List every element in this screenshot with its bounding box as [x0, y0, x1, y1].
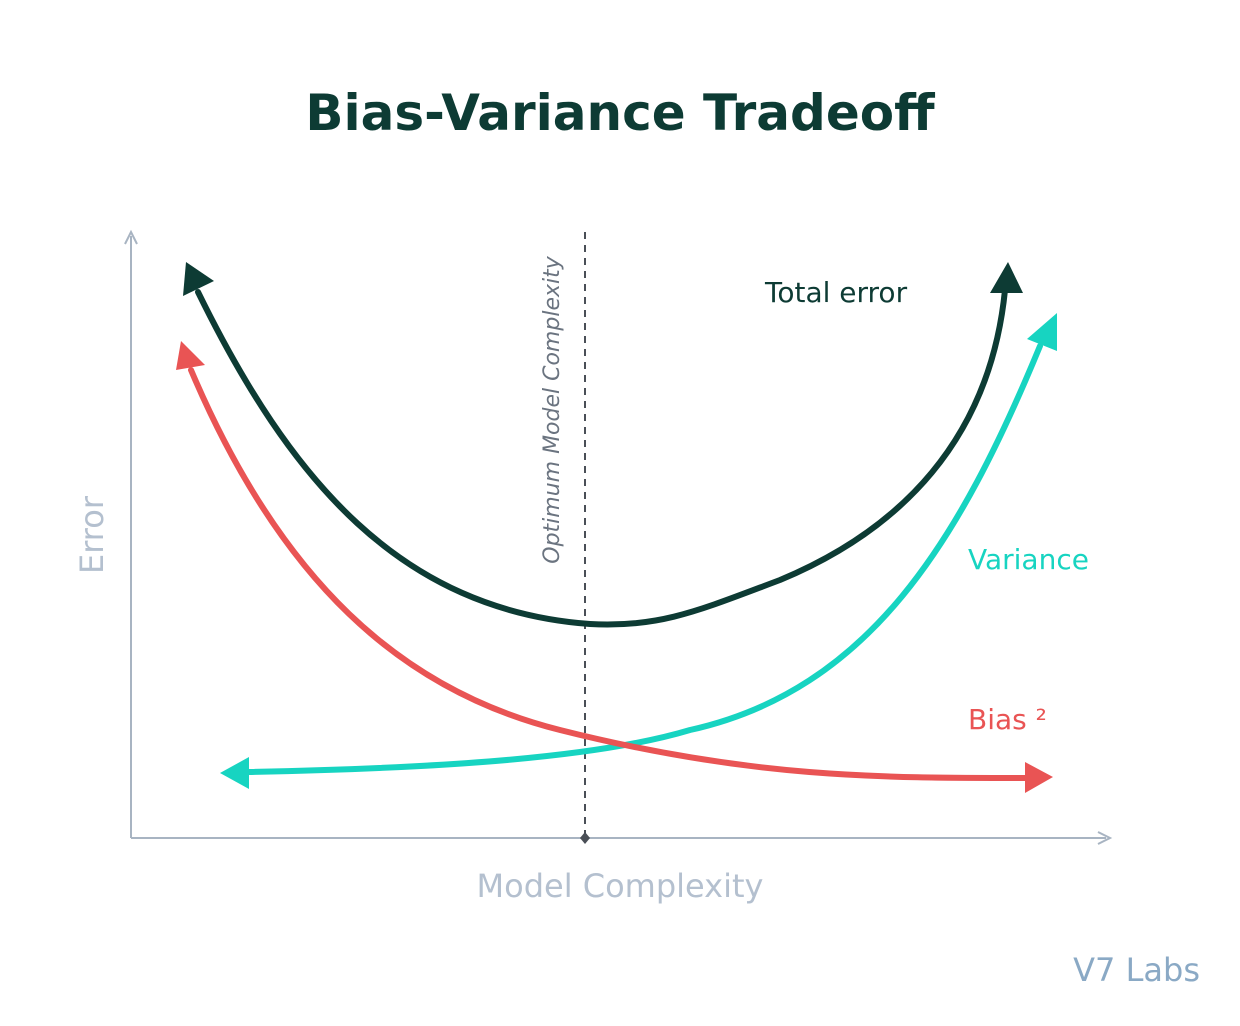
total-error-line: [195, 287, 1008, 628]
optimum-marker: Optimum Model Complexity: [540, 232, 590, 844]
y-axis-label: Error: [73, 495, 111, 574]
variance-label: Variance: [968, 543, 1089, 576]
variance-line: [245, 343, 1043, 775]
optimum-label: Optimum Model Complexity: [540, 255, 565, 563]
total-error-label: Total error: [764, 276, 908, 309]
optimum-diamond-icon: [580, 832, 590, 844]
bias-top-arrowhead-icon: [176, 341, 205, 370]
total-error-left-arrowhead-icon: [183, 262, 214, 296]
bias-curve: [176, 341, 1053, 793]
variance-left-arrowhead-icon: [220, 757, 249, 789]
axes: [124, 229, 1113, 845]
variance-right-arrowhead-icon: [1027, 313, 1057, 351]
bias-label: Bias ²: [968, 703, 1047, 736]
bias-right-arrowhead-icon: [1025, 762, 1053, 793]
variance-curve: [220, 313, 1057, 789]
x-axis-arrow-icon: [1097, 831, 1113, 845]
x-axis-label: Model Complexity: [477, 867, 764, 905]
total-error-right-arrowhead-icon: [990, 262, 1023, 293]
diagram-title: Bias-Variance Tradeoff: [305, 84, 935, 142]
credit-label: V7 Labs: [1073, 951, 1200, 989]
bias-line: [188, 367, 1028, 781]
y-axis-arrow-icon: [124, 229, 138, 245]
total-error-curve: [183, 262, 1023, 628]
